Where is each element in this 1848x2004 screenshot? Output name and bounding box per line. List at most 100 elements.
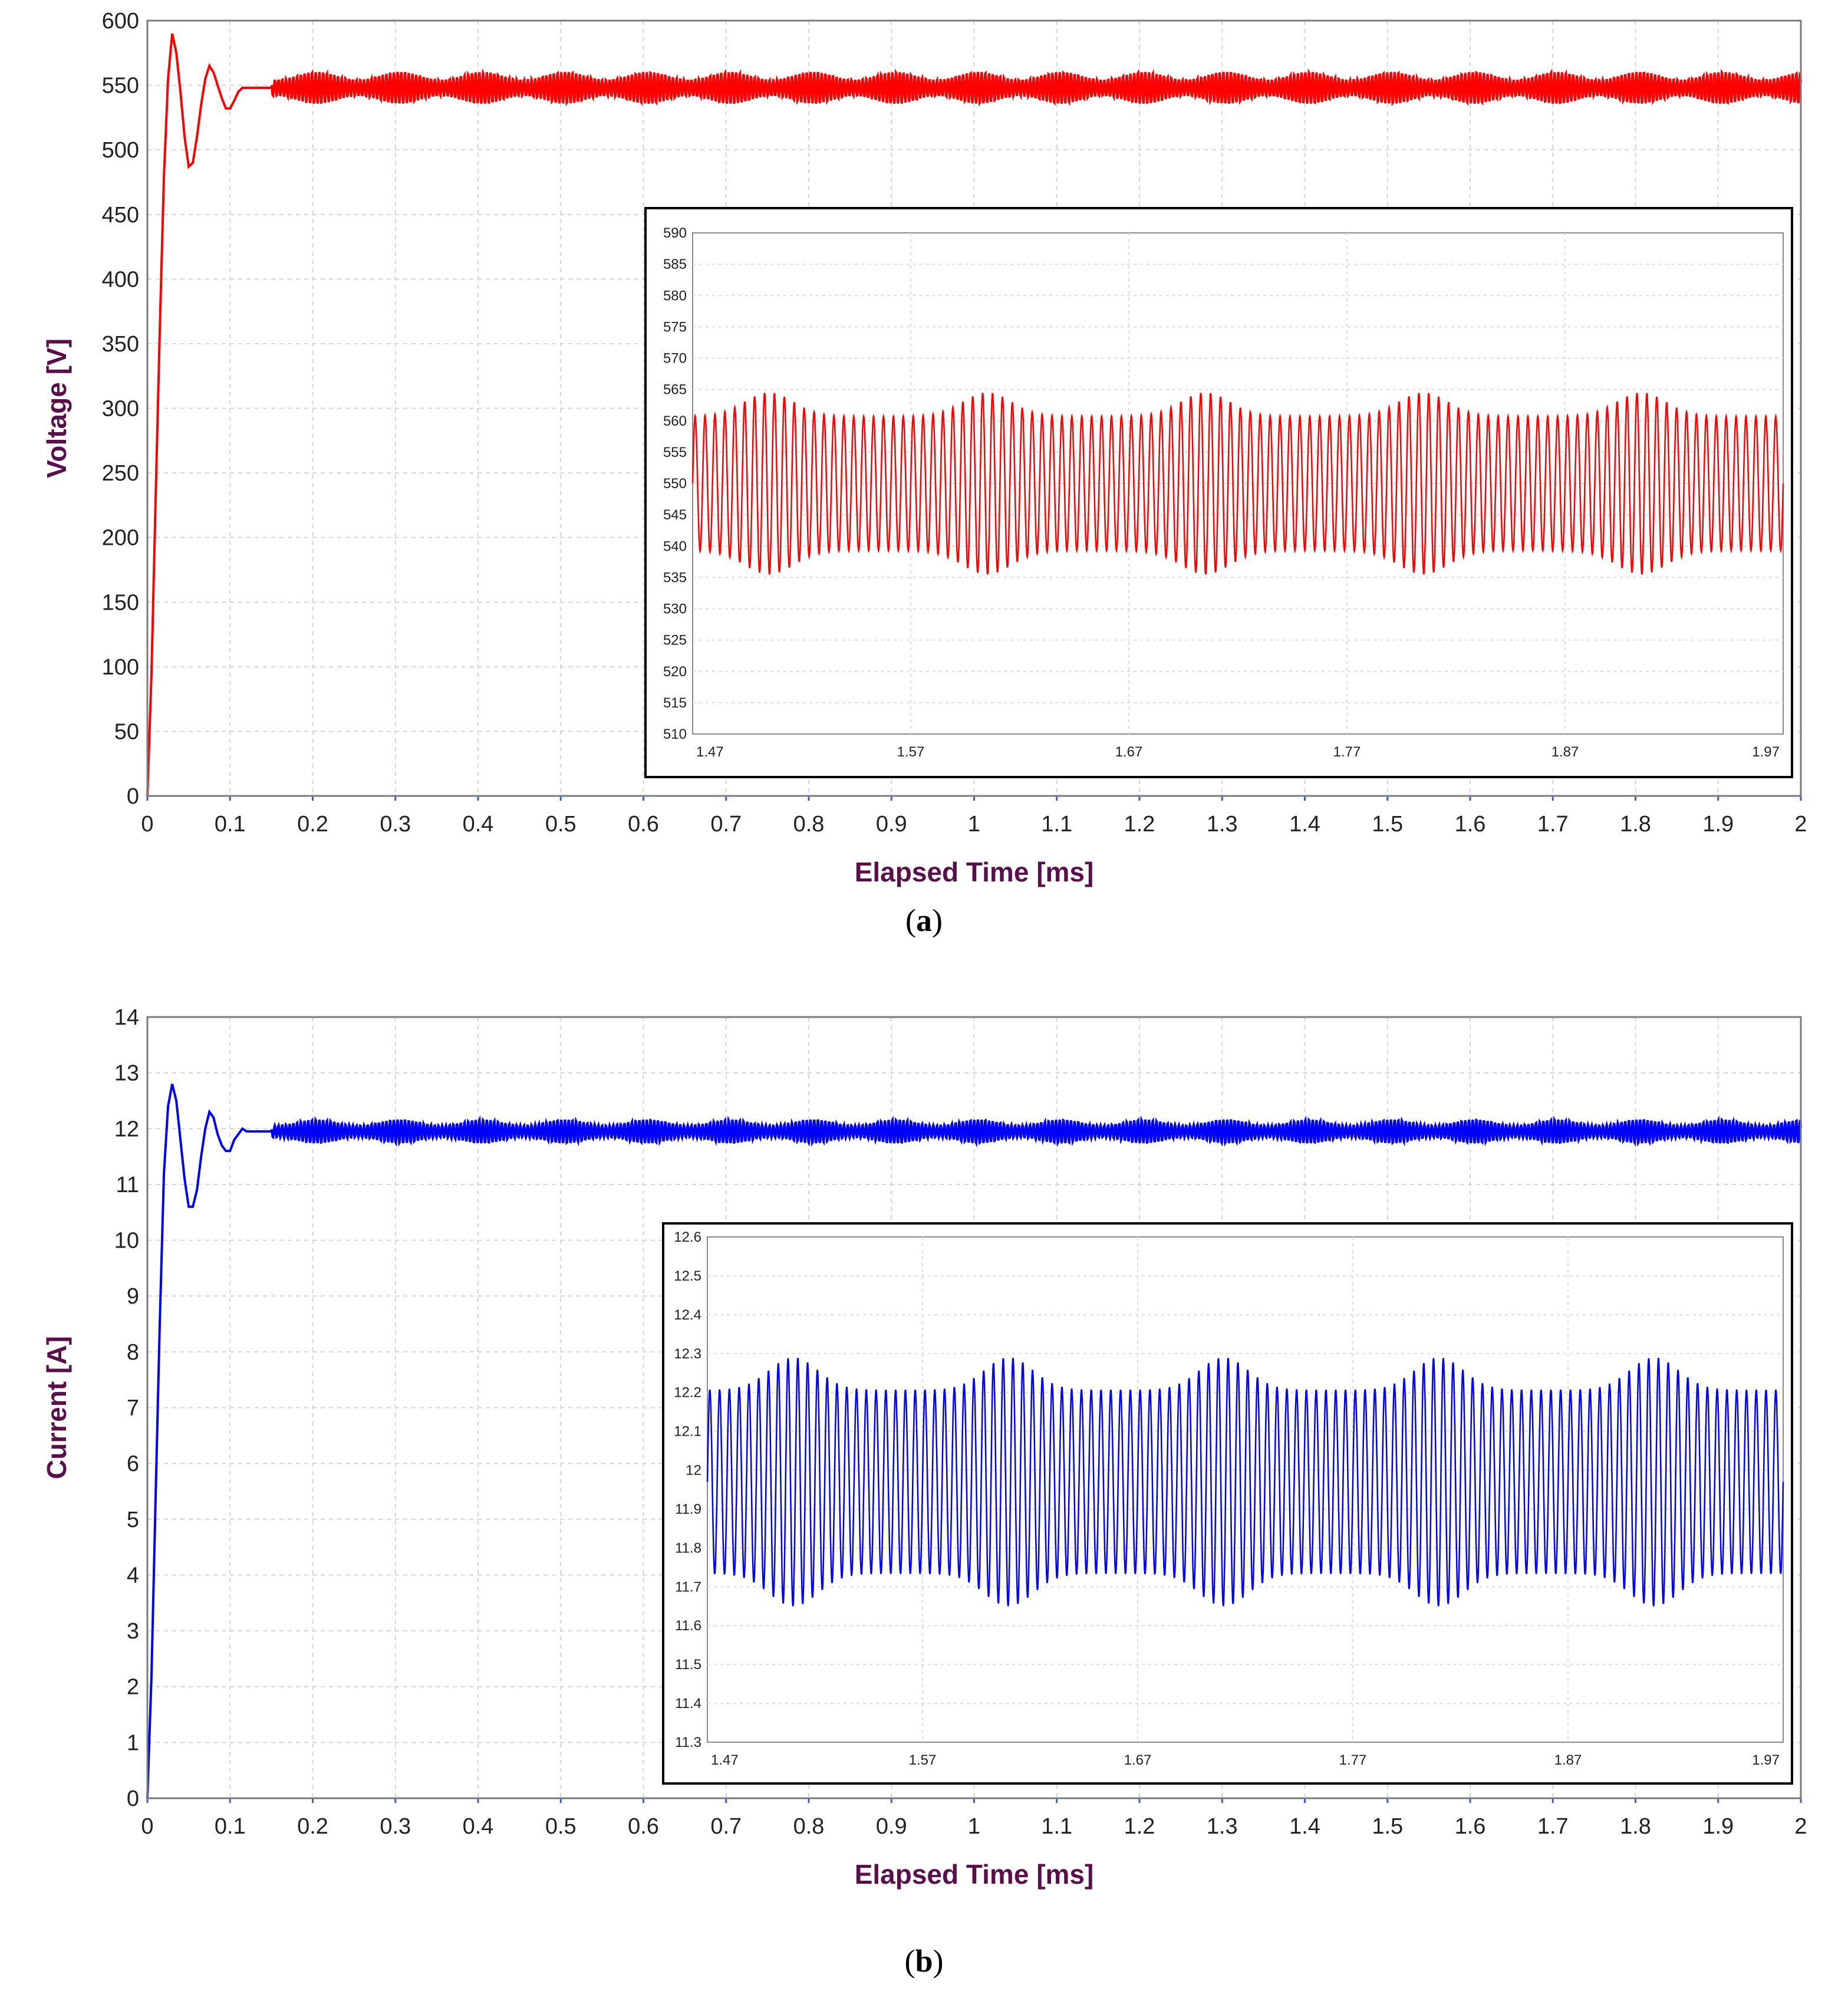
inset-y-tick-label: 12.2 [674, 1385, 701, 1401]
y-tick-label: 0 [127, 784, 139, 809]
x-tick-label: 1.4 [1289, 1814, 1320, 1839]
inset-y-tick-label: 580 [663, 288, 687, 304]
x-tick-label: 0.3 [380, 1814, 411, 1839]
x-tick-label: 0.5 [545, 1814, 577, 1839]
plot-frame [146, 1016, 1802, 1799]
inset-y-tick-label: 590 [663, 225, 687, 241]
y-axis-title: Voltage [V] [41, 338, 72, 478]
y-tick-label: 10 [114, 1229, 139, 1253]
y-tick-label: 1 [127, 1730, 139, 1755]
inset-y-tick-label: 575 [663, 319, 687, 335]
inset-y-tick-label: 12.4 [674, 1307, 701, 1323]
inset-y-tick-label: 11.8 [675, 1540, 701, 1556]
y-tick-label: 4 [127, 1563, 139, 1588]
inset-y-tick-label: 11.6 [675, 1618, 701, 1634]
y-tick-label: 11 [116, 1173, 139, 1197]
inset-y-tick-label: 11.7 [675, 1579, 701, 1595]
x-tick-label: 1.7 [1537, 812, 1569, 837]
inset-y-tick-label: 550 [663, 476, 687, 492]
inset-y-tick-label: 11.5 [675, 1657, 701, 1673]
series-line [146, 33, 1802, 797]
inset-x-tick-label: 1.97 [1752, 1752, 1780, 1768]
y-axis-title: Current [A] [41, 1336, 72, 1479]
inset-series-line [706, 1358, 1784, 1607]
inset-y-tick-label: 555 [663, 445, 687, 460]
x-tick-label: 0.9 [876, 812, 907, 837]
x-tick-label: 1.5 [1372, 812, 1403, 837]
y-tick-label: 200 [102, 526, 139, 551]
caption-b-letter: b [915, 1943, 933, 1979]
x-tick-label: 1.3 [1207, 1814, 1238, 1839]
x-tick-label: 2 [1794, 1814, 1807, 1839]
inset-y-tick-label: 12 [686, 1463, 701, 1479]
inset-x-tick-label: 1.47 [711, 1752, 739, 1768]
x-tick-label: 2 [1794, 812, 1807, 837]
inset-y-tick-label: 545 [663, 507, 687, 523]
x-tick-label: 1 [968, 812, 980, 837]
y-tick-label: 450 [102, 203, 139, 228]
y-tick-label: 600 [102, 9, 139, 34]
inset-y-tick-label: 570 [663, 351, 687, 367]
x-tick-label: 1.8 [1620, 812, 1651, 837]
y-tick-label: 8 [127, 1340, 139, 1365]
inset-y-tick-label: 535 [663, 570, 687, 585]
x-tick-label: 1.4 [1289, 812, 1320, 837]
inset-y-tick-label: 12.1 [674, 1424, 701, 1440]
x-tick-label: 0 [141, 1814, 153, 1839]
inset-y-tick-label: 515 [663, 695, 687, 711]
x-tick-label: 1.6 [1455, 1814, 1486, 1839]
inset-y-tick-label: 520 [663, 664, 687, 680]
y-tick-label: 350 [102, 332, 139, 357]
caption-a-letter: a [916, 903, 932, 938]
inset-y-tick-label: 530 [663, 601, 687, 617]
y-tick-label: 400 [102, 267, 139, 292]
y-tick-label: 550 [102, 74, 139, 98]
inset-chart-a: 1.47 1.57 1.67 1.77 1.87 1.97 510 515 520 525 530 5… [644, 207, 1793, 778]
x-tick-label: 1.1 [1041, 812, 1072, 837]
inset-x-tick-label: 1.67 [1124, 1752, 1152, 1768]
inset-y-tick-label: 540 [663, 538, 687, 554]
x-tick-label: 0.6 [628, 812, 659, 837]
x-tick-label: 1.2 [1124, 812, 1155, 837]
inset-y-tick-label: 565 [663, 382, 687, 398]
inset-chart-b: 1.47 1.57 1.67 1.77 1.87 1.97 11.3 11.4 11.5 11.6… [662, 1222, 1793, 1785]
x-tick-label: 0.2 [297, 812, 328, 837]
inset-x-tick-label: 1.87 [1554, 1752, 1582, 1768]
series-line [146, 1084, 1802, 1799]
inset-y-tick-label: 585 [663, 256, 687, 272]
x-tick-label: 1.2 [1124, 1814, 1155, 1839]
x-tick-label: 1.9 [1702, 1814, 1734, 1839]
inset-x-tick-label: 1.77 [1339, 1752, 1367, 1768]
y-tick-label: 14 [114, 1005, 139, 1030]
y-tick-label: 0 [127, 1786, 139, 1811]
x-tick-label: 0.9 [876, 1814, 907, 1839]
x-tick-label: 0.7 [710, 812, 742, 837]
chart-panel-a: 0 0.1 0.2 0.3 0.4 0.5 0.6 0.7 0.8 0.9 1 1.1 1.2 1.3 1.… [41, 9, 1807, 887]
inset-series-line [691, 393, 1784, 575]
x-tick-label: 0.2 [297, 1814, 328, 1839]
x-tick-label: 0 [141, 812, 153, 837]
y-tick-label: 12 [114, 1117, 139, 1141]
y-tick-label: 50 [114, 719, 139, 744]
inset-y-tick-label: 12.5 [674, 1268, 701, 1284]
x-tick-label: 0.1 [215, 1814, 246, 1839]
y-tick-label: 150 [102, 590, 139, 615]
y-tick-label: 5 [127, 1508, 139, 1532]
inset-y-tick-label: 560 [663, 413, 687, 429]
inset-x-tick-label: 1.57 [897, 744, 925, 760]
x-tick-label: 0.8 [793, 812, 825, 837]
x-axis-title: Elapsed Time [ms] [855, 1859, 1094, 1890]
x-tick-label: 0.8 [793, 1814, 825, 1839]
y-tick-label: 500 [102, 138, 139, 163]
inset-y-tick-label: 12.3 [674, 1346, 701, 1362]
y-tick-label: 9 [127, 1284, 139, 1309]
y-tick-label: 300 [102, 397, 139, 422]
chart-panel-b: 0 0.1 0.2 0.3 0.4 0.5 0.6 0.7 0.8 0.9 1 1.1 1.2 1.3 1.… [41, 1005, 1807, 1890]
x-tick-label: 1.8 [1620, 1814, 1651, 1839]
y-tick-label: 3 [127, 1619, 139, 1644]
x-tick-label: 0.3 [380, 812, 411, 837]
y-tick-label: 100 [102, 655, 139, 680]
caption-b: (b) [904, 1943, 944, 1979]
plot-frame [146, 19, 1802, 797]
